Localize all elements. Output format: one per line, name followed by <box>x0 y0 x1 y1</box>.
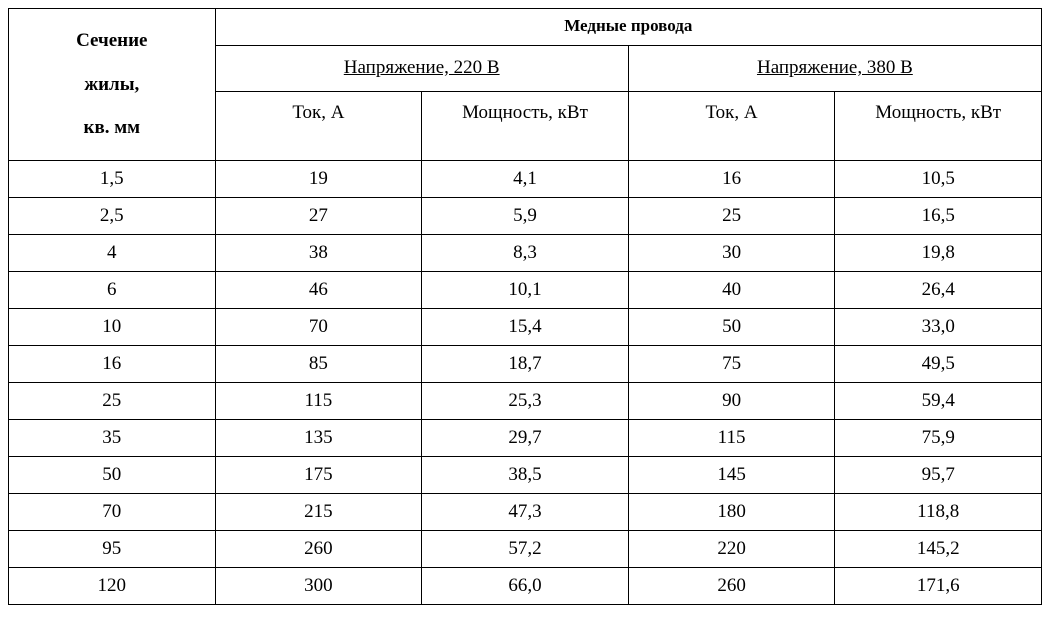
cell-current-220: 46 <box>215 272 422 309</box>
cell-power-220: 57,2 <box>422 531 629 568</box>
cell-section: 95 <box>9 531 216 568</box>
table-row: 9526057,2220145,2 <box>9 531 1042 568</box>
cell-section: 4 <box>9 235 216 272</box>
cell-power-380: 49,5 <box>835 346 1042 383</box>
cell-current-380: 30 <box>628 235 835 272</box>
cell-power-220: 5,9 <box>422 198 629 235</box>
cell-section: 25 <box>9 383 216 420</box>
cell-current-220: 38 <box>215 235 422 272</box>
cell-current-220: 19 <box>215 161 422 198</box>
cell-power-380: 118,8 <box>835 494 1042 531</box>
cell-section: 2,5 <box>9 198 216 235</box>
cell-power-380: 10,5 <box>835 161 1042 198</box>
cell-power-220: 8,3 <box>422 235 629 272</box>
section-header-line2: жилы, <box>13 63 211 107</box>
table-row: 12030066,0260171,6 <box>9 568 1042 605</box>
cell-power-380: 75,9 <box>835 420 1042 457</box>
cell-power-220: 47,3 <box>422 494 629 531</box>
column-header-power-220: Мощность, кВт <box>422 91 629 161</box>
cell-power-220: 25,3 <box>422 383 629 420</box>
section-header-line3: кв. мм <box>13 106 211 150</box>
cell-section: 10 <box>9 309 216 346</box>
column-header-section: Сечение жилы, кв. мм <box>9 9 216 161</box>
cell-power-380: 33,0 <box>835 309 1042 346</box>
cell-current-380: 220 <box>628 531 835 568</box>
table-row: 107015,45033,0 <box>9 309 1042 346</box>
cell-power-380: 171,6 <box>835 568 1042 605</box>
cell-current-220: 85 <box>215 346 422 383</box>
cell-power-220: 15,4 <box>422 309 629 346</box>
cell-current-220: 175 <box>215 457 422 494</box>
cell-current-220: 27 <box>215 198 422 235</box>
table-row: 64610,14026,4 <box>9 272 1042 309</box>
cell-section: 50 <box>9 457 216 494</box>
cell-current-380: 90 <box>628 383 835 420</box>
cell-section: 16 <box>9 346 216 383</box>
cell-section: 70 <box>9 494 216 531</box>
cell-power-380: 59,4 <box>835 383 1042 420</box>
table-row: 168518,77549,5 <box>9 346 1042 383</box>
table-body: 1,5194,11610,52,5275,92516,54388,33019,8… <box>9 161 1042 605</box>
cell-section: 1,5 <box>9 161 216 198</box>
cell-power-220: 29,7 <box>422 420 629 457</box>
cell-power-380: 95,7 <box>835 457 1042 494</box>
table-row: 7021547,3180118,8 <box>9 494 1042 531</box>
cell-current-220: 260 <box>215 531 422 568</box>
table-row: 2,5275,92516,5 <box>9 198 1042 235</box>
cell-current-380: 16 <box>628 161 835 198</box>
table-row: 2511525,39059,4 <box>9 383 1042 420</box>
cell-power-380: 16,5 <box>835 198 1042 235</box>
table-row: 1,5194,11610,5 <box>9 161 1042 198</box>
cell-current-380: 25 <box>628 198 835 235</box>
cell-power-220: 18,7 <box>422 346 629 383</box>
column-header-power-380: Мощность, кВт <box>835 91 1042 161</box>
column-header-voltage-220: Напряжение, 220 В <box>215 45 628 91</box>
cell-current-220: 135 <box>215 420 422 457</box>
cell-current-380: 40 <box>628 272 835 309</box>
cell-power-220: 4,1 <box>422 161 629 198</box>
column-header-current-380: Ток, А <box>628 91 835 161</box>
cell-section: 120 <box>9 568 216 605</box>
wire-gauge-table: Сечение жилы, кв. мм Медные провода Напр… <box>8 8 1042 605</box>
cell-power-380: 26,4 <box>835 272 1042 309</box>
cell-current-380: 145 <box>628 457 835 494</box>
cell-current-380: 75 <box>628 346 835 383</box>
header-row-1: Сечение жилы, кв. мм Медные провода <box>9 9 1042 46</box>
cell-current-220: 115 <box>215 383 422 420</box>
table-row: 5017538,514595,7 <box>9 457 1042 494</box>
cell-power-220: 38,5 <box>422 457 629 494</box>
cell-current-380: 180 <box>628 494 835 531</box>
cell-power-380: 19,8 <box>835 235 1042 272</box>
cell-current-220: 300 <box>215 568 422 605</box>
cell-section: 35 <box>9 420 216 457</box>
cell-section: 6 <box>9 272 216 309</box>
cell-power-220: 66,0 <box>422 568 629 605</box>
table-row: 3513529,711575,9 <box>9 420 1042 457</box>
cell-current-380: 115 <box>628 420 835 457</box>
column-header-material: Медные провода <box>215 9 1041 46</box>
column-header-current-220: Ток, А <box>215 91 422 161</box>
cell-current-220: 215 <box>215 494 422 531</box>
cell-current-220: 70 <box>215 309 422 346</box>
cell-power-220: 10,1 <box>422 272 629 309</box>
section-header-line1: Сечение <box>13 19 211 63</box>
column-header-voltage-380: Напряжение, 380 В <box>628 45 1041 91</box>
cell-power-380: 145,2 <box>835 531 1042 568</box>
cell-current-380: 260 <box>628 568 835 605</box>
cell-current-380: 50 <box>628 309 835 346</box>
table-row: 4388,33019,8 <box>9 235 1042 272</box>
